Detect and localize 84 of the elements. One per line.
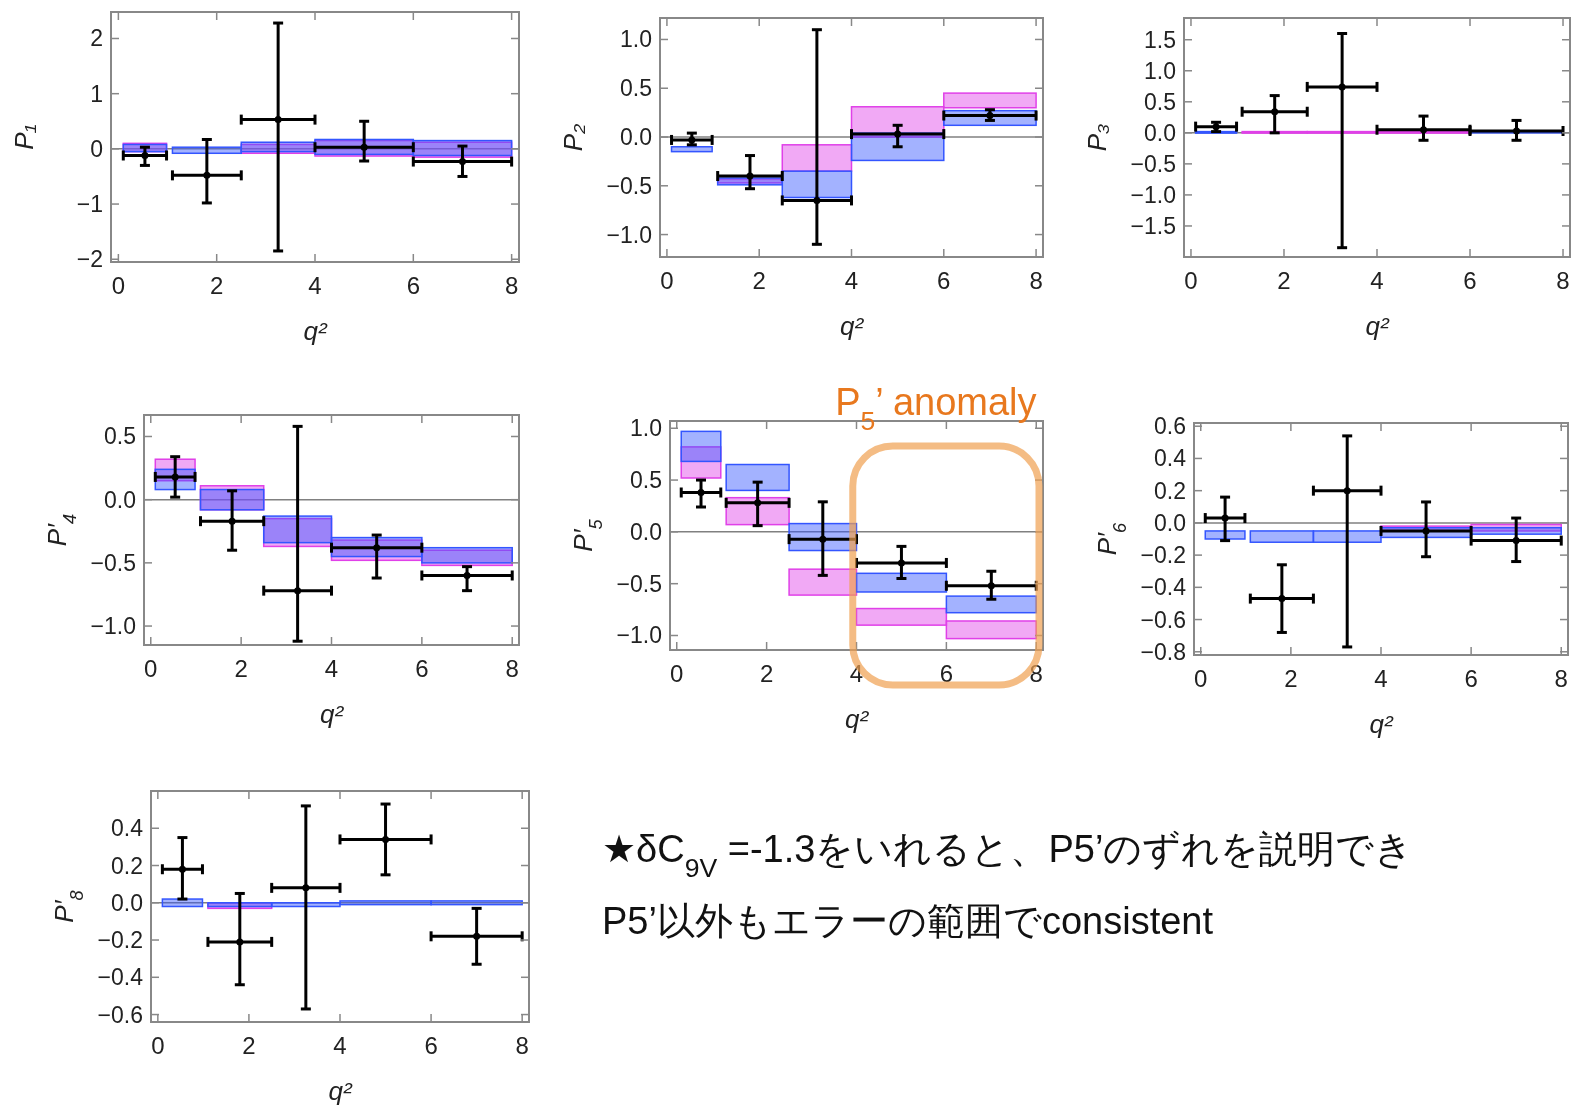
x-tick-label: 8: [1556, 267, 1570, 294]
x-tick-label: 8: [1029, 267, 1043, 294]
x-axis-title: q²: [328, 1076, 353, 1106]
x-tick-label: 4: [333, 1032, 347, 1059]
x-tick-label: 0: [151, 1032, 165, 1059]
x-tick-label: 4: [1374, 665, 1388, 692]
y-tick-label: 1.0: [620, 26, 652, 53]
y-tick-label: 1.0: [630, 415, 662, 442]
y-tick-label: 0.4: [1154, 445, 1187, 472]
x-tick-label: 8: [505, 655, 519, 682]
x-tick-label: 2: [242, 1032, 256, 1059]
y-tick-label: −0.5: [606, 172, 652, 199]
x-tick-label: 0: [670, 660, 684, 687]
x-axis-title: q²: [1365, 311, 1390, 341]
y-tick-label: −0.8: [1140, 638, 1186, 665]
y-axis-title: P₃: [1082, 123, 1112, 152]
y-tick-label: −0.5: [616, 570, 662, 597]
y-tick-label: −0.4: [97, 964, 144, 991]
x-tick-label: 2: [1277, 267, 1291, 294]
y-tick-label: 0.2: [111, 852, 143, 879]
x-axis-title: q²: [303, 316, 328, 346]
x-tick-label: 6: [406, 272, 420, 299]
y-tick-label: 1.0: [1144, 57, 1176, 84]
y-tick-label: −2: [76, 246, 103, 273]
y-tick-label: 0.2: [1154, 477, 1186, 504]
x-tick-label: 8: [504, 272, 519, 299]
y-tick-label: 0.0: [104, 486, 136, 513]
y-tick-label: 0.6: [1154, 413, 1186, 440]
x-tick-label: 2: [1284, 665, 1298, 692]
x-tick-label: 8: [515, 1032, 529, 1059]
x-tick-label: 6: [1464, 665, 1478, 692]
y-tick-label: 0.5: [620, 75, 652, 102]
x-axis-title: q²: [839, 311, 865, 341]
x-tick-label: 4: [849, 660, 864, 687]
x-tick-label: 2: [759, 660, 774, 687]
y-tick-label: −1.5: [1130, 212, 1176, 239]
x-tick-label: 2: [234, 655, 248, 682]
y-tick-label: −1.0: [606, 221, 652, 248]
x-tick-label: 6: [1463, 267, 1477, 294]
y-tick-label: −1: [76, 191, 103, 218]
y-tick-label: 1: [90, 80, 103, 107]
x-tick-label: 4: [308, 272, 322, 299]
x-tick-label: 2: [210, 272, 224, 299]
x-tick-label: 8: [1554, 665, 1568, 692]
y-tick-label: 0.5: [630, 467, 662, 494]
text: ★δC$_{9V}$ =-1.3をいれると、P5’のずれを説明でき: [602, 828, 1414, 883]
y-tick-label: −0.2: [1140, 542, 1186, 569]
x-axis-title: q²: [1369, 709, 1394, 739]
y-tick-label: 1.5: [1144, 26, 1176, 53]
text: P5’以外もエラーの範囲でconsistent: [602, 900, 1214, 942]
x-tick-label: 2: [752, 267, 766, 294]
y-tick-label: −0.6: [97, 1001, 143, 1028]
x-tick-label: 6: [424, 1032, 438, 1059]
y-tick-label: −0.5: [1130, 150, 1176, 177]
y-tick-label: 0.0: [1144, 119, 1176, 146]
x-tick-label: 6: [939, 660, 954, 687]
y-tick-label: 0.0: [620, 124, 652, 151]
y-tick-label: −1.0: [616, 622, 662, 649]
y-tick-label: 0.0: [630, 518, 662, 545]
x-tick-label: 8: [1029, 660, 1043, 687]
y-tick-label: 0.5: [1144, 88, 1176, 115]
x-tick-label: 6: [415, 655, 429, 682]
x-tick-label: 4: [844, 267, 859, 294]
y-tick-label: 0.5: [104, 423, 136, 450]
x-axis-title: q²: [844, 704, 870, 734]
y-tick-label: 0.0: [1154, 509, 1186, 536]
y-tick-label: 0.4: [111, 815, 144, 842]
y-tick-label: −0.5: [90, 549, 136, 576]
annotation: P$_{5}$’ anomaly: [835, 381, 1037, 436]
y-tick-label: −0.2: [97, 927, 143, 954]
x-tick-label: 4: [1370, 267, 1384, 294]
x-tick-label: 0: [1194, 665, 1208, 692]
y-tick-label: −0.6: [1140, 606, 1186, 633]
y-axis-title: P₂: [558, 123, 588, 152]
y-tick-label: 0.0: [111, 889, 143, 916]
y-tick-label: 0: [90, 135, 103, 162]
x-axis-title: q²: [319, 699, 345, 729]
x-tick-label: 4: [324, 655, 339, 682]
y-tick-label: −1.0: [1130, 181, 1176, 208]
y-tick-label: 2: [90, 25, 103, 52]
y-axis-title: P₁: [9, 124, 39, 150]
y-tick-label: −0.4: [1140, 574, 1187, 601]
x-tick-label: 6: [937, 267, 951, 294]
y-tick-label: −1.0: [90, 613, 136, 640]
